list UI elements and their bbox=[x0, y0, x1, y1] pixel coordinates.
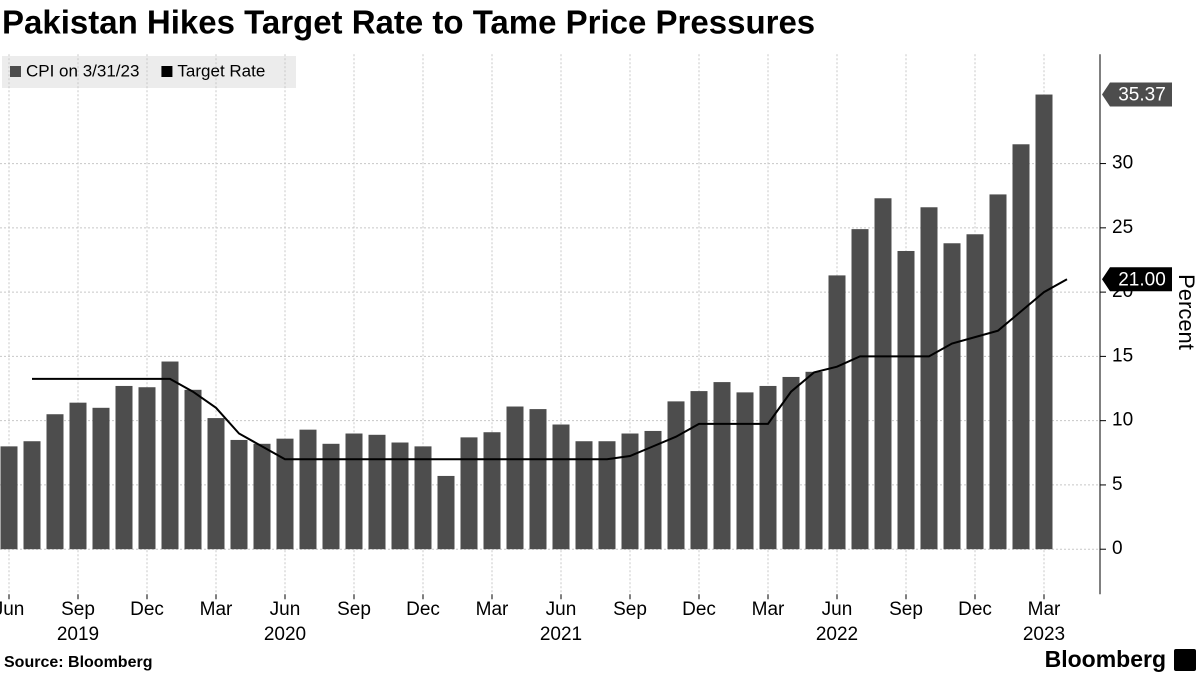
x-year-label: 2023 bbox=[1023, 624, 1065, 645]
value-label: 35.37 bbox=[1118, 85, 1166, 106]
y-tick-label: 10 bbox=[1112, 410, 1133, 431]
bar bbox=[0, 446, 18, 550]
legend-box bbox=[2, 56, 296, 88]
bar bbox=[69, 402, 87, 550]
x-tick-label: Sep bbox=[61, 599, 95, 620]
bar bbox=[897, 250, 915, 550]
line bbox=[32, 278, 1068, 461]
bar bbox=[759, 385, 777, 550]
bar bbox=[322, 443, 340, 550]
bar bbox=[92, 407, 110, 550]
y-tick-label: 25 bbox=[1112, 217, 1133, 238]
x-tick-label: Dec bbox=[682, 599, 716, 620]
bar bbox=[207, 418, 225, 550]
bar bbox=[46, 414, 64, 550]
bar bbox=[414, 446, 432, 550]
bar bbox=[460, 437, 478, 550]
x-year-label: 2019 bbox=[57, 624, 99, 645]
bar bbox=[621, 433, 639, 550]
bar bbox=[1012, 144, 1030, 550]
chart-title: Pakistan Hikes Target Rate to Tame Price… bbox=[2, 4, 815, 41]
bar bbox=[874, 198, 892, 550]
legend-label: CPI on 3/31/23 bbox=[26, 61, 139, 80]
bar bbox=[966, 234, 984, 550]
bar bbox=[828, 275, 846, 550]
value-label-box bbox=[1102, 82, 1172, 107]
bar bbox=[989, 194, 1007, 550]
x-year-label: 2021 bbox=[540, 624, 582, 645]
bar bbox=[667, 401, 685, 550]
x-tick-label: Sep bbox=[337, 599, 371, 620]
bar bbox=[851, 229, 869, 550]
logo-icon bbox=[1174, 649, 1196, 671]
y-axis-label: Percent bbox=[1174, 274, 1199, 350]
legend-label: Target Rate bbox=[177, 61, 265, 80]
bar bbox=[230, 439, 248, 550]
bar bbox=[138, 387, 156, 550]
x-tick-label: Mar bbox=[200, 599, 233, 620]
legend-swatch bbox=[10, 66, 21, 77]
bar bbox=[805, 371, 823, 550]
bar bbox=[529, 409, 547, 550]
x-tick-label: Dec bbox=[406, 599, 440, 620]
value-label: 21.00 bbox=[1118, 269, 1166, 290]
x-tick-label: Jun bbox=[546, 599, 577, 620]
bar bbox=[184, 389, 202, 550]
bar bbox=[161, 361, 179, 550]
bar bbox=[23, 441, 41, 550]
x-tick-label: Mar bbox=[476, 599, 509, 620]
bar bbox=[690, 391, 708, 550]
bar bbox=[391, 442, 409, 550]
bar bbox=[299, 429, 317, 550]
bar bbox=[575, 441, 593, 550]
value-label-box bbox=[1102, 267, 1172, 292]
x-tick-label: Dec bbox=[958, 599, 992, 620]
x-tick-label: Jun bbox=[270, 599, 301, 620]
bar bbox=[115, 385, 133, 550]
bar bbox=[506, 406, 524, 550]
x-tick-label: Sep bbox=[889, 599, 923, 620]
bar bbox=[943, 243, 961, 550]
y-tick-label: 5 bbox=[1112, 474, 1123, 495]
source: Source: Bloomberg bbox=[4, 654, 152, 671]
x-year-label: 2020 bbox=[264, 624, 306, 645]
bar bbox=[552, 424, 570, 550]
bar bbox=[782, 376, 800, 550]
x-tick-label: Mar bbox=[752, 599, 785, 620]
y-tick-label: 15 bbox=[1112, 345, 1133, 366]
x-tick-label: Jun bbox=[822, 599, 853, 620]
bar bbox=[345, 433, 363, 550]
x-tick-label: Sep bbox=[613, 599, 647, 620]
legend-swatch bbox=[161, 66, 173, 77]
bar bbox=[483, 432, 501, 550]
bar bbox=[713, 382, 731, 550]
x-tick-label: Jun bbox=[0, 599, 24, 620]
x-year-label: 2022 bbox=[816, 624, 858, 645]
x-tick-label: Dec bbox=[130, 599, 164, 620]
bar bbox=[437, 475, 455, 550]
y-tick-label: 0 bbox=[1112, 538, 1123, 559]
bar bbox=[736, 392, 754, 550]
bar bbox=[253, 443, 271, 550]
bar bbox=[920, 207, 938, 550]
bar bbox=[1035, 94, 1053, 550]
y-tick-label: 30 bbox=[1112, 153, 1133, 174]
bar bbox=[598, 441, 616, 550]
bar bbox=[644, 430, 662, 550]
bar bbox=[368, 434, 386, 550]
bar bbox=[276, 438, 294, 550]
x-tick-label: Mar bbox=[1028, 599, 1061, 620]
logo: Bloomberg bbox=[1045, 646, 1166, 672]
